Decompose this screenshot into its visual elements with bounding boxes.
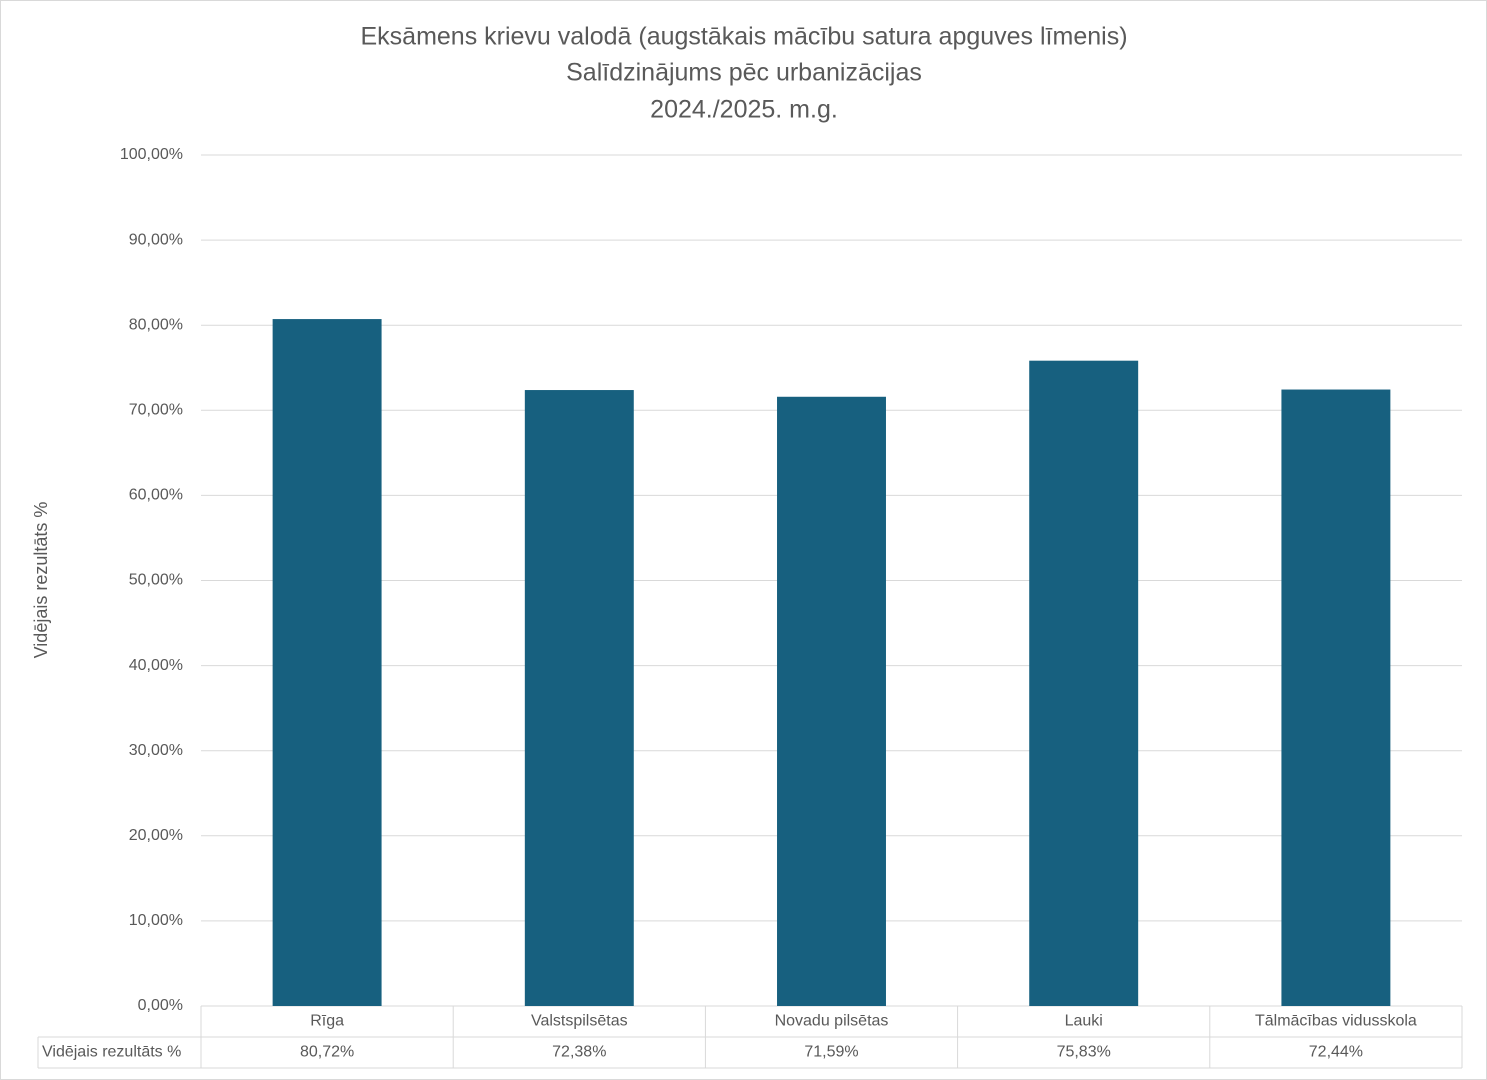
x-tick-label: Rīga	[310, 1013, 344, 1030]
y-tick-label: 50,00%	[129, 572, 183, 589]
y-tick-label: 100,00%	[120, 146, 183, 163]
table-value: 75,83%	[1057, 1044, 1111, 1061]
y-axis-label: Vidējais rezultāts %	[31, 502, 51, 659]
chart-period: 2024./2025. m.g.	[650, 96, 838, 124]
y-tick-label: 40,00%	[129, 657, 183, 674]
x-tick-label: Lauki	[1065, 1013, 1103, 1030]
bar	[272, 319, 382, 1006]
chart-subtitle: Salīdzinājums pēc urbanizācijas	[566, 59, 922, 87]
table-value: 72,44%	[1309, 1044, 1363, 1061]
x-tick-label: Tālmācības vidusskola	[1255, 1013, 1417, 1030]
bar	[1281, 389, 1391, 1006]
table-value: 72,38%	[552, 1044, 606, 1061]
bar	[777, 396, 886, 1006]
y-tick-label: 90,00%	[129, 231, 183, 248]
bar	[524, 390, 634, 1006]
y-tick-label: 70,00%	[129, 402, 183, 419]
y-tick-label: 60,00%	[129, 487, 183, 504]
table-row-header: Vidējais rezultāts %	[42, 1044, 181, 1061]
bar	[1029, 360, 1139, 1006]
table-value: 71,59%	[804, 1044, 858, 1061]
y-tick-label: 10,00%	[129, 912, 183, 929]
y-tick-label: 80,00%	[129, 316, 183, 333]
y-tick-label: 30,00%	[129, 742, 183, 759]
x-tick-label: Valstspilsētas	[531, 1013, 628, 1030]
table-value: 80,72%	[300, 1044, 354, 1061]
y-tick-label: 20,00%	[129, 827, 183, 844]
x-tick-label: Novadu pilsētas	[775, 1013, 889, 1030]
chart-title: Eksāmens krievu valodā (augstākais mācīb…	[360, 23, 1127, 51]
y-tick-label: 0,00%	[138, 997, 183, 1014]
